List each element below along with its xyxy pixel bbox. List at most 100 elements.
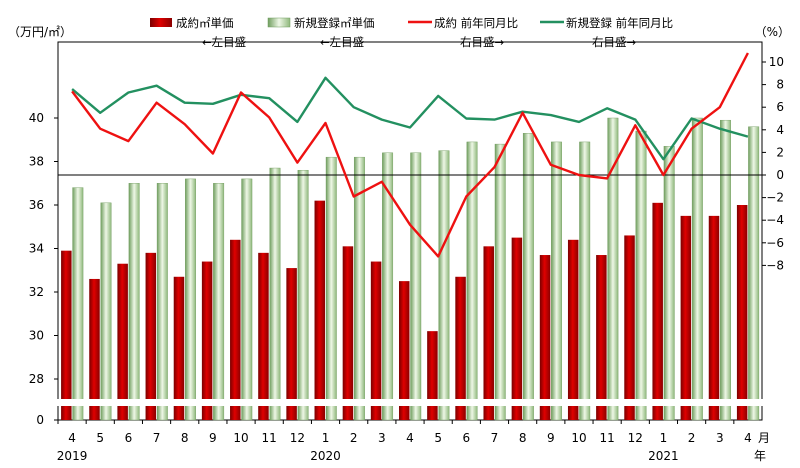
year-label: 2020 (310, 449, 341, 463)
bar-new-listing-price (213, 183, 225, 421)
bar-contract-price (89, 278, 100, 420)
x-tick-label: 10 (571, 431, 586, 445)
right-tick-label: −2 (766, 191, 784, 205)
bar-contract-price (61, 250, 72, 420)
right-tick-label: 0 (776, 168, 784, 182)
bar-contract-price (680, 215, 692, 420)
x-tick-label: 7 (153, 431, 161, 445)
x-tick-label: 8 (181, 431, 189, 445)
bar-contract-price (286, 268, 297, 420)
x-tick-label: 2 (350, 431, 358, 445)
bar-contract-price (567, 239, 579, 420)
legend-label: 成約㎡単価 (176, 16, 234, 30)
right-tick-label: −8 (766, 258, 784, 272)
left-tick-label: 38 (29, 155, 44, 169)
bar-contract-price (539, 255, 551, 420)
bar-new-listing-price (748, 126, 760, 421)
right-tick-label: −4 (766, 213, 784, 227)
line-new-listing-yoy (71, 76, 749, 161)
x-tick-label: 9 (547, 431, 555, 445)
left-tick-label: 0 (36, 413, 44, 427)
year-axis-label: 年 (754, 449, 766, 463)
legend-sublabel: ←左目盛 (202, 35, 246, 49)
bar-new-listing-price (382, 152, 394, 421)
x-tick-label: 1 (322, 431, 330, 445)
x-tick-label: 2 (688, 431, 696, 445)
x-tick-label: 1 (660, 431, 668, 445)
bar-contract-price (624, 235, 635, 420)
x-tick-label: 7 (491, 431, 499, 445)
bar-new-listing-price (241, 178, 253, 421)
x-tick-label: 9 (209, 431, 217, 445)
bar-new-listing-price (607, 117, 619, 421)
bar-new-listing-price (466, 141, 478, 421)
bar-new-listing-price (72, 187, 84, 421)
bar-new-listing-price (185, 178, 196, 421)
right-tick-label: −6 (766, 236, 784, 250)
bar-new-listing-price (353, 156, 365, 421)
line-contract-yoy (71, 52, 749, 258)
bar-new-listing-price (438, 150, 450, 421)
x-tick-label: 11 (599, 431, 614, 445)
bar-contract-price (201, 261, 213, 420)
left-tick-label: 40 (29, 111, 44, 125)
legend-swatch (150, 18, 172, 27)
x-tick-label: 4 (68, 431, 76, 445)
right-tick-label: 10 (769, 55, 784, 69)
bar-contract-price (145, 252, 157, 420)
legend-swatch (267, 17, 291, 28)
left-tick-label: 36 (29, 198, 44, 212)
left-tick-label: 32 (29, 285, 44, 299)
bar-new-listing-price (720, 119, 731, 421)
bar-contract-price (427, 331, 438, 420)
bar-new-listing-price (410, 152, 422, 421)
bar-contract-price (511, 237, 523, 420)
bar-new-listing-price (522, 133, 534, 421)
axis-break (54, 399, 766, 406)
bar-new-listing-price (325, 156, 337, 421)
legend-label: 新規登録㎡単価 (294, 16, 375, 30)
bar-new-listing-price (635, 130, 647, 421)
bar-contract-price (370, 261, 382, 420)
left-tick-label: 34 (29, 242, 44, 256)
bar-contract-price (483, 246, 494, 420)
bar-new-listing-price (663, 146, 675, 421)
bar-contract-price (230, 239, 241, 420)
x-tick-label: 10 (233, 431, 248, 445)
x-tick-label: 8 (519, 431, 527, 445)
bar-contract-price (117, 263, 128, 420)
x-tick-label: 3 (716, 431, 724, 445)
bar-contract-price (399, 281, 410, 420)
year-label: 2019 (57, 449, 88, 463)
bar-contract-price (652, 202, 663, 420)
bar-new-listing-price (297, 169, 309, 421)
left-tick-label: 30 (29, 329, 44, 343)
bar-contract-price (342, 246, 354, 420)
month-axis-label: 月 (758, 431, 770, 445)
legend-sublabel: 右目盛→ (460, 35, 504, 49)
year-label: 2021 (648, 449, 679, 463)
bar-contract-price (173, 276, 185, 420)
left-tick-label: 28 (29, 372, 44, 386)
x-tick-label: 4 (406, 431, 414, 445)
legend-sublabel: 右目盛→ (592, 35, 636, 49)
right-axis-unit: （%） (755, 25, 790, 39)
legend-label: 成約 前年同月比 (434, 16, 518, 30)
bar-new-listing-price (691, 117, 703, 421)
x-tick-label: 11 (262, 431, 277, 445)
right-tick-label: 6 (776, 100, 784, 114)
bar-new-listing-price (128, 183, 140, 421)
bar-contract-price (596, 255, 607, 420)
x-tick-label: 4 (744, 431, 752, 445)
bar-new-listing-price (494, 143, 506, 421)
bar-new-listing-price (579, 141, 591, 421)
bar-new-listing-price (156, 183, 168, 421)
legend-label: 新規登録 前年同月比 (566, 16, 673, 30)
legend-sublabel: ←左目盛 (320, 35, 364, 49)
right-tick-label: 2 (776, 145, 784, 159)
bar-new-listing-price (551, 141, 562, 421)
bar-new-listing-price (269, 167, 281, 421)
x-tick-label: 6 (125, 431, 133, 445)
bar-contract-price (736, 205, 748, 420)
